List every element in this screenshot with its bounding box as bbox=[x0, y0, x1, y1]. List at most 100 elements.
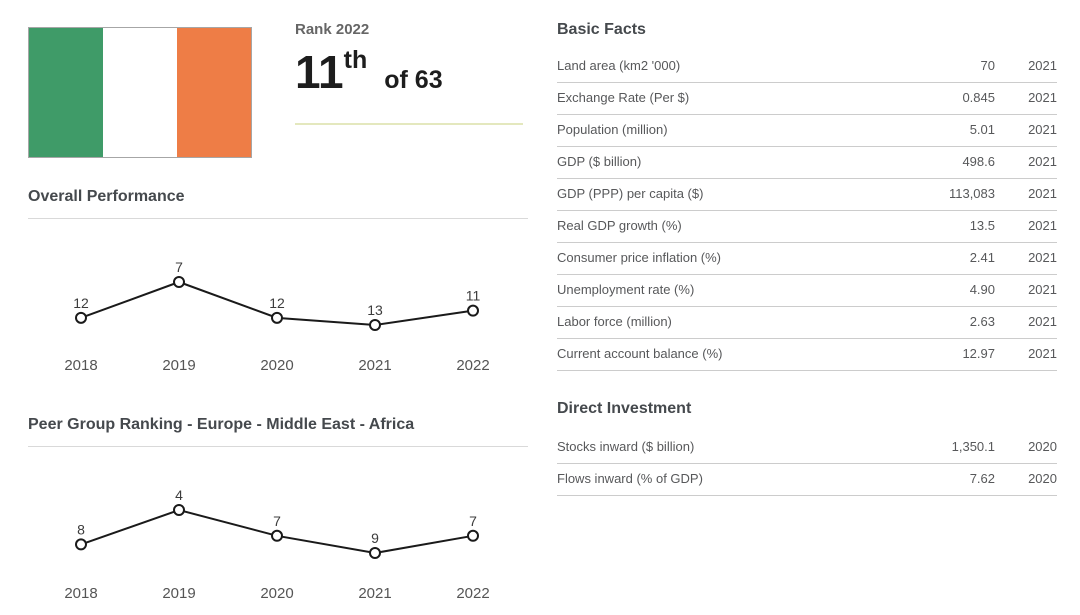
chart-point-marker bbox=[369, 547, 381, 559]
fact-label: GDP (PPP) per capita ($) bbox=[557, 186, 704, 201]
fact-value: 4.90 bbox=[969, 282, 995, 297]
fact-year: 2021 bbox=[1028, 218, 1057, 233]
x-axis-tick-label: 2022 bbox=[456, 585, 489, 602]
chart-point-marker bbox=[467, 304, 479, 317]
rank-of-total: of 63 bbox=[384, 66, 443, 94]
fact-value: 5.01 bbox=[969, 122, 995, 137]
overall-performance-chart: 12 2018 7 2019 12 2020 13 2021 11 2022 bbox=[64, 259, 489, 374]
fact-year: 2020 bbox=[1028, 471, 1057, 486]
fact-label: Population (million) bbox=[557, 122, 668, 137]
fact-value: 13.5 bbox=[969, 218, 995, 233]
fact-value: 2.41 bbox=[969, 250, 995, 265]
overall-performance-heading: Overall Performance bbox=[28, 188, 185, 205]
data-point-label: 12 bbox=[269, 295, 285, 311]
chart-point-marker bbox=[173, 276, 185, 288]
fact-value: 0.845 bbox=[962, 90, 995, 105]
fact-year: 2021 bbox=[1028, 186, 1057, 201]
rank-block: Rank 2022 11th of 63 bbox=[295, 21, 528, 125]
x-axis-tick-label: 2018 bbox=[64, 585, 97, 602]
chart-point-marker bbox=[271, 529, 283, 542]
fact-value: 113,083 bbox=[948, 186, 995, 201]
chart-point-marker bbox=[75, 311, 87, 324]
fact-row: Real GDP growth (%) 13.5 2021 bbox=[557, 211, 1057, 243]
flag-stripe-orange bbox=[177, 28, 251, 157]
section-divider bbox=[28, 218, 528, 219]
fact-row: GDP (PPP) per capita ($) 113,083 2021 bbox=[557, 179, 1057, 211]
chart-point-marker bbox=[271, 311, 283, 324]
data-point-label: 11 bbox=[466, 288, 481, 304]
fact-year: 2021 bbox=[1028, 122, 1057, 137]
fact-row: Population (million) 5.01 2021 bbox=[557, 115, 1057, 147]
chart-point-marker bbox=[369, 319, 381, 331]
x-axis-tick-label: 2020 bbox=[260, 357, 293, 374]
flag-stripe-green bbox=[29, 28, 103, 157]
fact-label: Real GDP growth (%) bbox=[557, 218, 682, 233]
data-point-label: 13 bbox=[367, 302, 383, 318]
rank-ordinal-suffix: th bbox=[343, 46, 368, 74]
data-point-label: 7 bbox=[469, 513, 477, 529]
peer-group-ranking-chart: 8 2018 4 2019 7 2020 9 2021 7 2022 bbox=[64, 487, 489, 602]
fact-year: 2021 bbox=[1028, 346, 1057, 361]
fact-row: Consumer price inflation (%) 2.41 2021 bbox=[557, 243, 1057, 275]
fact-row: Flows inward (% of GDP) 7.62 2020 bbox=[557, 464, 1057, 496]
ireland-flag-icon bbox=[28, 27, 252, 158]
fact-value: 70 bbox=[980, 58, 995, 73]
fact-label: Consumer price inflation (%) bbox=[557, 250, 722, 265]
fact-value: 2.63 bbox=[969, 314, 995, 329]
data-point-label: 7 bbox=[273, 513, 281, 529]
fact-year: 2020 bbox=[1028, 439, 1057, 454]
fact-label: Land area (km2 '000) bbox=[557, 58, 681, 73]
fact-label: Exchange Rate (Per $) bbox=[557, 90, 690, 105]
fact-label: Unemployment rate (%) bbox=[557, 282, 695, 297]
fact-year: 2021 bbox=[1028, 58, 1057, 73]
fact-label: Stocks inward ($ billion) bbox=[557, 439, 695, 454]
fact-row: Stocks inward ($ billion) 1,350.1 2020 bbox=[557, 432, 1057, 464]
rank-title: Rank 2022 bbox=[295, 21, 370, 38]
fact-label: Flows inward (% of GDP) bbox=[557, 471, 703, 486]
flag-stripe-white bbox=[103, 28, 177, 157]
left-column: Rank 2022 11thof 63 Overall Performance … bbox=[28, 0, 528, 606]
direct-investment-table: Stocks inward ($ billion) 1,350.1 2020 Flow… bbox=[557, 432, 1057, 496]
fact-row: Current account balance (%) 12.97 2021 bbox=[557, 339, 1057, 371]
rank-number: 11 bbox=[295, 46, 344, 98]
peer-group-ranking-heading: Peer Group Ranking - Europe - Middle Eas… bbox=[28, 416, 415, 433]
fact-value: 7.62 bbox=[969, 471, 995, 486]
x-axis-tick-label: 2021 bbox=[358, 585, 391, 602]
right-column: Basic Facts Land area (km2 '000) 70 2021 Ex… bbox=[557, 0, 1057, 496]
data-point-label: 7 bbox=[175, 259, 183, 275]
rank-value: 11th of 63 bbox=[295, 46, 528, 95]
fact-year: 2021 bbox=[1028, 250, 1057, 265]
fact-year: 2021 bbox=[1028, 314, 1057, 329]
data-point-label: 9 bbox=[371, 530, 379, 546]
fact-label: Labor force (million) bbox=[557, 314, 672, 329]
fact-row: Labor force (million) 2.63 2021 bbox=[557, 307, 1057, 339]
fact-year: 2021 bbox=[1028, 90, 1057, 105]
basic-facts-heading: Basic Facts bbox=[557, 21, 646, 38]
x-axis-tick-label: 2021 bbox=[358, 357, 391, 374]
fact-label: GDP ($ billion) bbox=[557, 154, 642, 169]
chart-point-marker bbox=[173, 504, 185, 516]
basic-facts-table: Land area (km2 '000) 70 2021 Exchange Rate … bbox=[557, 51, 1057, 371]
fact-value: 1,350.1 bbox=[951, 439, 995, 454]
flag-and-rank-row: Rank 2022 11th of 63 bbox=[28, 21, 528, 158]
fact-label: Current account balance (%) bbox=[557, 346, 723, 361]
section-divider bbox=[28, 446, 528, 447]
fact-value: 12.97 bbox=[962, 346, 995, 361]
x-axis-tick-label: 2019 bbox=[162, 357, 195, 374]
fact-row: Land area (km2 '000) 70 2021 bbox=[557, 51, 1057, 83]
fact-value: 498.6 bbox=[962, 154, 995, 169]
data-point-label: 4 bbox=[175, 487, 183, 503]
direct-investment-heading: Direct Investment bbox=[557, 400, 692, 417]
x-axis-tick-label: 2019 bbox=[162, 585, 195, 602]
fact-row: Unemployment rate (%) 4.90 2021 bbox=[557, 275, 1057, 307]
fact-year: 2021 bbox=[1028, 282, 1057, 297]
fact-year: 2021 bbox=[1028, 154, 1057, 169]
data-point-label: 8 bbox=[77, 521, 85, 537]
data-point-label: 12 bbox=[73, 295, 89, 311]
chart-point-marker bbox=[467, 529, 479, 542]
rank-underline-rule bbox=[295, 123, 523, 125]
fact-row: Exchange Rate (Per $) 0.845 2021 bbox=[557, 83, 1057, 115]
chart-point-marker bbox=[75, 538, 87, 551]
x-axis-tick-label: 2020 bbox=[260, 585, 293, 602]
